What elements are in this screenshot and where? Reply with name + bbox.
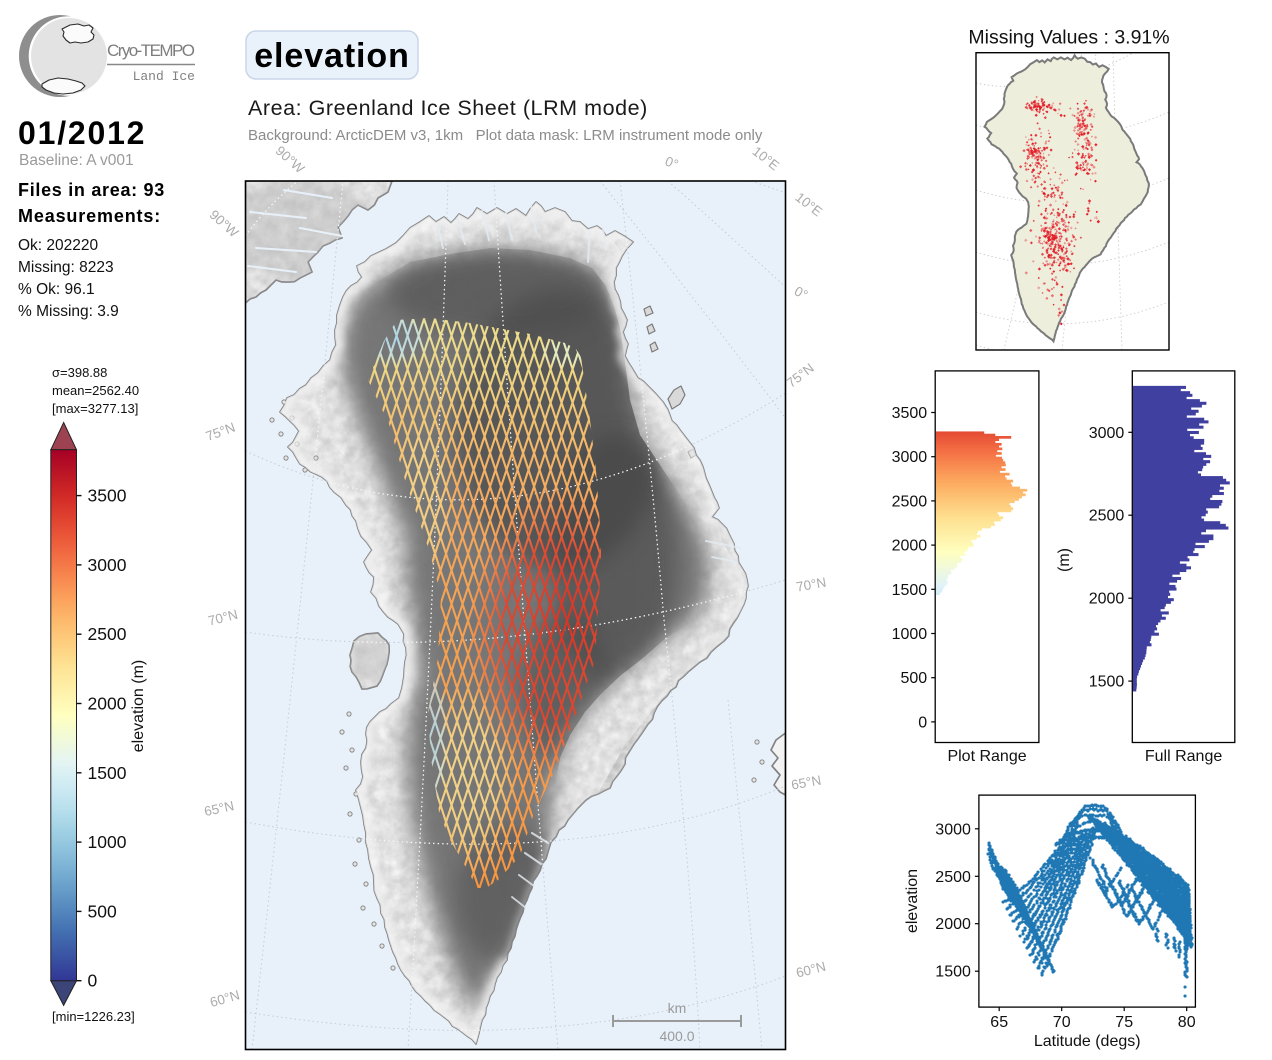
svg-text:1500: 1500 bbox=[935, 964, 971, 981]
svg-text:70: 70 bbox=[1053, 1014, 1071, 1031]
svg-text:Land Ice: Land Ice bbox=[133, 69, 195, 84]
svg-text:2500: 2500 bbox=[935, 869, 971, 886]
svg-text:elevation: elevation bbox=[254, 37, 410, 75]
svg-text:Missing Values : 3.91%: Missing Values : 3.91% bbox=[968, 27, 1169, 49]
svg-text:70°N: 70°N bbox=[795, 575, 827, 595]
svg-text:1500: 1500 bbox=[892, 582, 928, 599]
svg-text:2000: 2000 bbox=[1089, 591, 1125, 608]
svg-text:65: 65 bbox=[990, 1014, 1008, 1031]
svg-text:Files in area: 93: Files in area: 93 bbox=[18, 180, 165, 200]
svg-text:75: 75 bbox=[1115, 1014, 1133, 1031]
svg-text:Area: Greenland Ice Sheet (LRM: Area: Greenland Ice Sheet (LRM mode) bbox=[248, 96, 648, 120]
svg-text:2000: 2000 bbox=[88, 694, 127, 714]
svg-text:3000: 3000 bbox=[892, 449, 928, 466]
svg-text:km: km bbox=[668, 1000, 687, 1016]
svg-text:2000: 2000 bbox=[935, 916, 971, 933]
svg-text:70°N: 70°N bbox=[206, 607, 239, 629]
svg-text:Baseline: A v001: Baseline: A v001 bbox=[19, 152, 134, 169]
svg-text:2500: 2500 bbox=[1089, 508, 1125, 525]
svg-text:1000: 1000 bbox=[88, 832, 127, 852]
svg-text:500: 500 bbox=[88, 901, 117, 921]
svg-text:1500: 1500 bbox=[88, 763, 127, 783]
svg-text:3500: 3500 bbox=[88, 486, 127, 506]
svg-text:Cryo-TEMPO: Cryo-TEMPO bbox=[107, 41, 195, 60]
svg-text:400.0: 400.0 bbox=[659, 1028, 694, 1044]
svg-text:(m): (m) bbox=[1056, 548, 1073, 572]
svg-text:2000: 2000 bbox=[892, 538, 928, 555]
svg-text:σ=398.88: σ=398.88 bbox=[52, 365, 107, 380]
svg-text:Measurements:: Measurements: bbox=[18, 206, 161, 226]
svg-text:3000: 3000 bbox=[935, 821, 971, 838]
svg-text:3000: 3000 bbox=[1089, 425, 1125, 442]
svg-text:Full Range: Full Range bbox=[1145, 748, 1222, 765]
svg-text:60°N: 60°N bbox=[794, 959, 827, 981]
svg-text:% Missing: 3.9: % Missing: 3.9 bbox=[18, 303, 119, 320]
svg-text:01/2012: 01/2012 bbox=[18, 115, 146, 151]
svg-text:0: 0 bbox=[918, 714, 927, 731]
svg-text:Latitude (degs): Latitude (degs) bbox=[1034, 1033, 1141, 1050]
svg-text:0: 0 bbox=[88, 971, 98, 991]
svg-text:[max=3277.13]: [max=3277.13] bbox=[52, 401, 138, 416]
svg-text:3500: 3500 bbox=[892, 405, 928, 422]
svg-text:elevation: elevation bbox=[904, 869, 921, 933]
svg-text:Background: ArcticDEM v3, 1km: Background: ArcticDEM v3, 1km Plot data … bbox=[248, 127, 763, 144]
svg-text:0°: 0° bbox=[792, 283, 810, 302]
svg-text:1000: 1000 bbox=[892, 626, 928, 643]
svg-text:Missing: 8223: Missing: 8223 bbox=[18, 259, 114, 276]
svg-text:0°: 0° bbox=[663, 153, 681, 172]
svg-text:80: 80 bbox=[1178, 1014, 1196, 1031]
svg-text:65°N: 65°N bbox=[790, 773, 822, 793]
svg-text:3000: 3000 bbox=[88, 555, 127, 575]
svg-text:elevation (m): elevation (m) bbox=[130, 660, 147, 752]
svg-text:% Ok: 96.1: % Ok: 96.1 bbox=[18, 281, 95, 298]
svg-text:2500: 2500 bbox=[892, 493, 928, 510]
svg-text:1500: 1500 bbox=[1089, 674, 1125, 691]
svg-text:[min=1226.23]: [min=1226.23] bbox=[52, 1009, 135, 1024]
svg-text:Ok: 202220: Ok: 202220 bbox=[18, 237, 99, 254]
svg-text:2500: 2500 bbox=[88, 624, 127, 644]
svg-text:500: 500 bbox=[900, 670, 927, 687]
svg-text:mean=2562.40: mean=2562.40 bbox=[52, 383, 139, 398]
svg-text:Plot Range: Plot Range bbox=[947, 748, 1026, 765]
svg-text:65°N: 65°N bbox=[203, 798, 236, 819]
